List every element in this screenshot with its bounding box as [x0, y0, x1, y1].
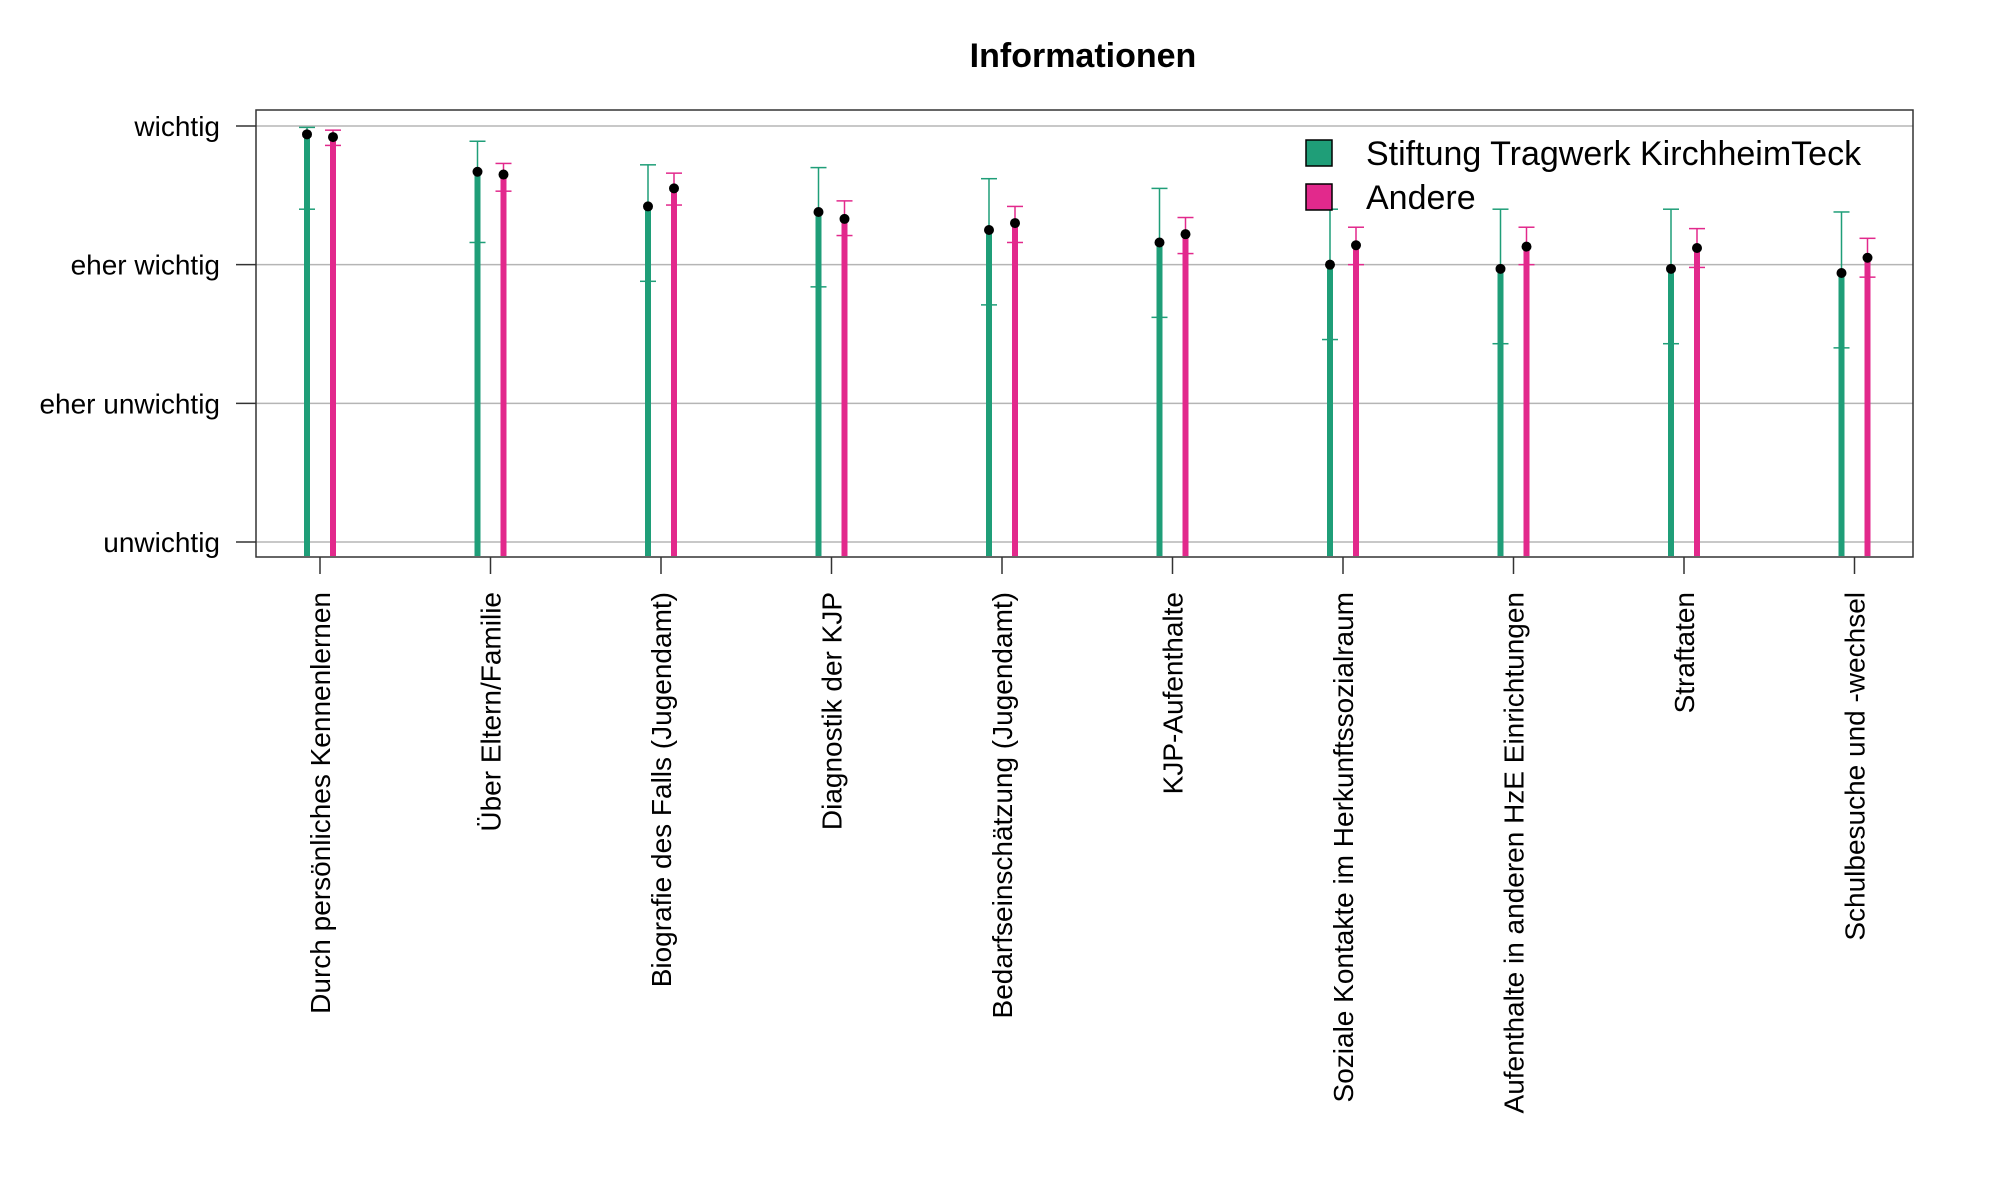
data-point [302, 129, 312, 140]
x-tick-label: Diagnostik der KJP [817, 592, 848, 830]
legend-swatch [1305, 139, 1333, 167]
data-point [839, 213, 850, 224]
data-point [1351, 240, 1361, 251]
x-tick-label: Aufenthalte in anderen HzE Einrichtungen [1499, 592, 1530, 1113]
data-point [1666, 263, 1676, 274]
data-point [498, 169, 509, 180]
data-point [472, 166, 483, 177]
legend-swatch [1305, 183, 1333, 211]
data-point [1010, 218, 1020, 229]
legend: Stiftung Tragwerk KirchheimTeck Andere [1305, 135, 1862, 217]
data-point [1862, 252, 1873, 263]
y-tick-label: eher unwichtig [39, 388, 220, 419]
x-tick-label: Über Eltern/Familie [476, 592, 507, 832]
legend-label: Stiftung Tragwerk KirchheimTeck [1366, 135, 1862, 173]
chart-title: Informationen [970, 37, 1197, 75]
bars [299, 126, 1876, 556]
grid-lines [256, 125, 1913, 543]
x-tick-label: Durch persönliches Kennenlernen [305, 592, 336, 1014]
data-point [1154, 237, 1165, 248]
y-tick-label: eher wichtig [71, 250, 220, 281]
data-point [1521, 241, 1532, 252]
data-point [813, 206, 824, 217]
x-tick-label: Straftaten [1669, 592, 1700, 713]
x-axis: Durch persönliches Kennenlernen Über Elte… [305, 557, 1871, 1113]
data-point [1180, 229, 1191, 240]
data-point [984, 225, 994, 235]
data-point [1692, 243, 1702, 254]
y-tick-label: wichtig [133, 111, 220, 142]
data-point [669, 183, 679, 194]
y-tick-label: unwichtig [103, 527, 220, 558]
x-tick-label: Soziale Kontakte im Herkunftssozialraum [1328, 592, 1359, 1102]
x-tick-label: Schulbesuche und -wechsel [1840, 592, 1871, 941]
data-point [328, 132, 338, 143]
data-point [1495, 263, 1506, 274]
legend-label: Andere [1366, 179, 1476, 217]
x-tick-label: KJP-Aufenthalte [1158, 592, 1189, 794]
x-tick-label: Biografie des Falls (Jugendamt) [646, 592, 677, 987]
plot-frame [255, 109, 1914, 558]
y-axis: unwichtig eher unwichtig eher wichtig wicht… [39, 111, 256, 558]
data-point [1836, 267, 1847, 278]
x-tick-label: Bedarfseinschätzung (Jugendamt) [987, 592, 1018, 1018]
data-point [1325, 259, 1335, 270]
data-point [643, 201, 653, 212]
